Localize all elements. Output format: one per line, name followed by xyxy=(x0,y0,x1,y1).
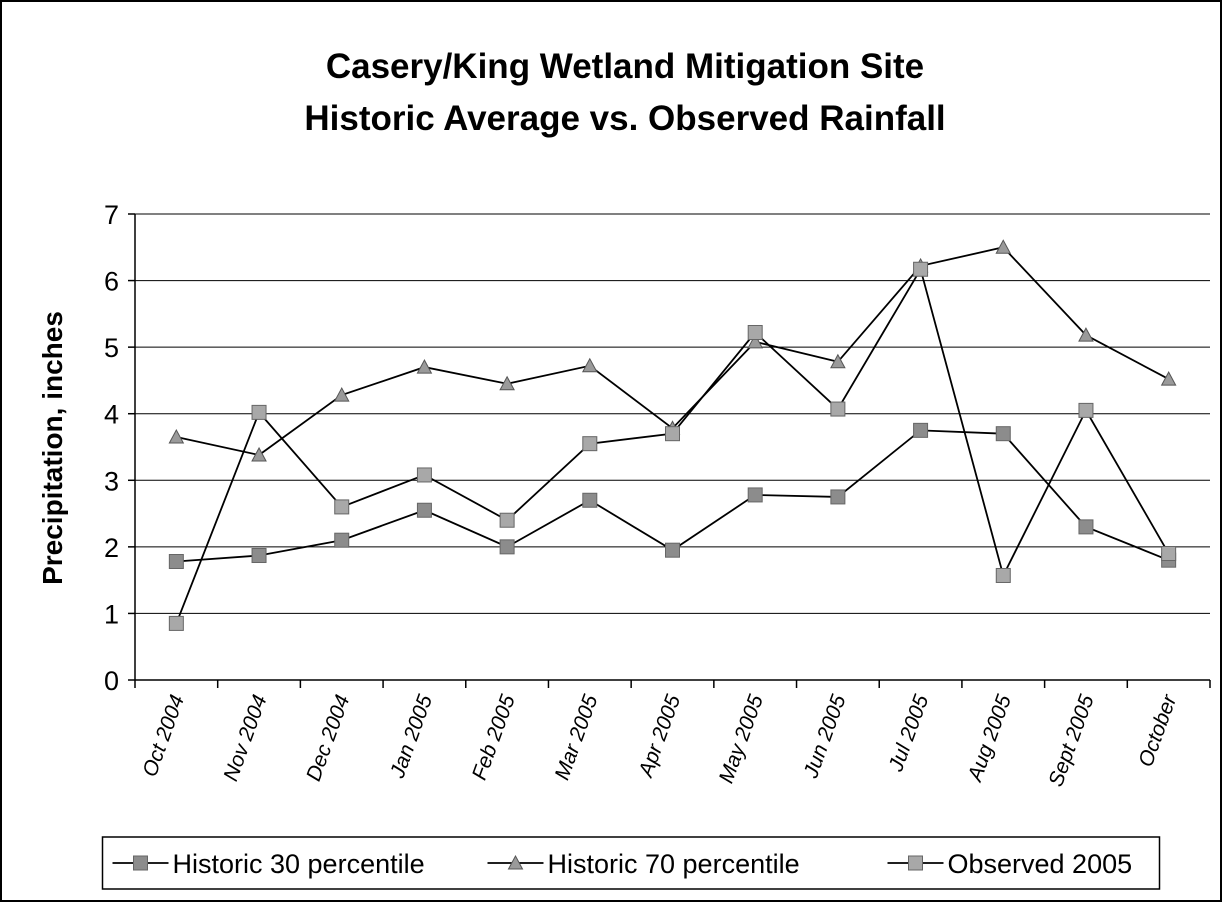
y-tick-label: 1 xyxy=(104,599,119,629)
marker xyxy=(582,436,598,452)
legend-label: Observed 2005 xyxy=(948,849,1133,879)
marker xyxy=(499,375,515,391)
marker xyxy=(416,467,432,483)
marker xyxy=(251,446,267,462)
y-tick-label: 7 xyxy=(104,200,119,230)
marker xyxy=(499,539,515,555)
marker xyxy=(747,324,763,340)
legend-box xyxy=(101,836,1161,890)
marker xyxy=(995,567,1011,583)
marker xyxy=(251,404,267,420)
marker xyxy=(251,548,267,564)
marker xyxy=(168,428,185,444)
marker xyxy=(830,489,846,505)
marker xyxy=(913,422,929,438)
marker xyxy=(995,426,1011,442)
y-tick-label: 0 xyxy=(104,666,119,696)
marker xyxy=(168,615,184,631)
marker xyxy=(416,359,433,374)
legend-item: Historic 70 percentile xyxy=(487,849,800,879)
marker xyxy=(913,261,929,277)
y-tick-label: 6 xyxy=(104,267,119,297)
marker xyxy=(168,554,184,570)
marker xyxy=(665,542,680,558)
marker xyxy=(499,512,515,528)
marker xyxy=(416,502,432,518)
marker xyxy=(333,387,350,402)
y-tick-label: 3 xyxy=(104,466,119,496)
legend-label: Historic 30 percentile xyxy=(173,849,425,879)
chart-title: Historic Average vs. Observed Rainfall xyxy=(304,99,945,138)
marker xyxy=(1160,371,1177,386)
y-tick-label: 2 xyxy=(104,533,119,563)
chart-title: Casery/King Wetland Mitigation Site xyxy=(326,47,924,86)
marker xyxy=(747,487,763,503)
y-tick-label: 5 xyxy=(104,333,119,363)
marker xyxy=(1078,402,1094,418)
marker xyxy=(334,499,350,515)
marker xyxy=(1161,546,1177,562)
marker xyxy=(908,855,923,871)
marker xyxy=(665,426,680,442)
marker xyxy=(507,854,524,870)
marker xyxy=(133,855,148,871)
y-axis-label: Precipitation, inches xyxy=(37,311,68,585)
marker xyxy=(995,239,1012,254)
legend-item: Observed 2005 xyxy=(887,849,1133,879)
marker xyxy=(830,401,846,417)
series xyxy=(168,422,1177,570)
marker xyxy=(334,532,350,548)
marker xyxy=(581,357,598,373)
legend-item: Historic 30 percentile xyxy=(112,849,425,879)
y-tick-label: 4 xyxy=(104,400,119,430)
series xyxy=(168,261,1177,631)
marker xyxy=(582,492,598,508)
legend-label: Historic 70 percentile xyxy=(548,849,800,879)
marker xyxy=(747,333,764,349)
marker xyxy=(1078,327,1094,342)
marker xyxy=(1078,519,1094,535)
marker xyxy=(830,353,846,369)
